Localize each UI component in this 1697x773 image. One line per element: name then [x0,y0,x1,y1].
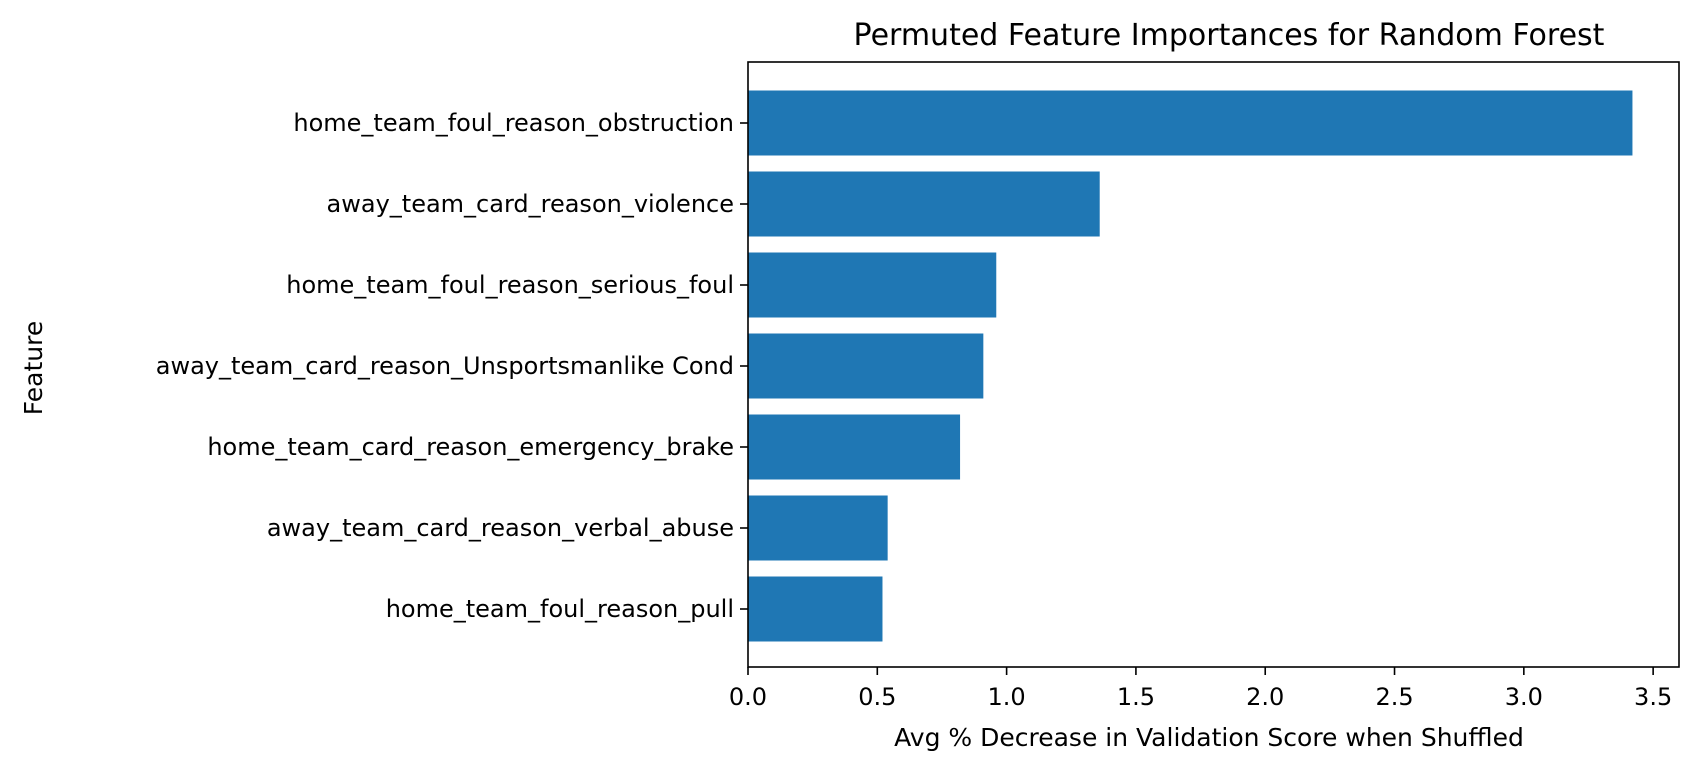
bar [748,90,1633,156]
bar [748,495,888,561]
y-tick-label: home_team_foul_reason_pull [386,595,734,623]
y-tick-label: away_team_card_reason_verbal_abuse [267,514,734,542]
x-tick-label: 2.0 [1246,683,1284,711]
x-tick-label: 1.0 [988,683,1026,711]
chart-title: Permuted Feature Importances for Random … [854,18,1605,53]
y-tick-label: away_team_card_reason_violence [327,190,734,218]
x-axis-label: Avg % Decrease in Validation Score when … [894,723,1524,752]
y-tick-label: home_team_foul_reason_obstruction [293,109,734,137]
x-tick-label: 1.5 [1117,683,1155,711]
plot-frame [747,61,1680,668]
bar [748,576,883,642]
y-tick-label: home_team_foul_reason_serious_foul [286,271,734,299]
y-tick-label: away_team_card_reason_Unsportsmanlike Co… [156,352,734,380]
bar [748,252,997,318]
y-axis-label: Feature [19,321,48,415]
bar [748,414,961,480]
x-tick-label: 3.5 [1634,683,1672,711]
bars-group [748,90,1633,642]
y-axis-ticks: home_team_foul_reason_obstruction away_te… [156,109,748,623]
x-tick-label: 0.0 [729,683,767,711]
x-axis-ticks: 0.0 0.5 1.0 1.5 2.0 2.5 3.0 3.5 [729,667,1672,711]
x-tick-label: 2.5 [1375,683,1413,711]
bar [748,333,984,399]
y-tick-label: home_team_card_reason_emergency_brake [207,433,734,461]
x-tick-label: 0.5 [858,683,896,711]
x-tick-label: 3.0 [1505,683,1543,711]
bar [748,171,1100,237]
